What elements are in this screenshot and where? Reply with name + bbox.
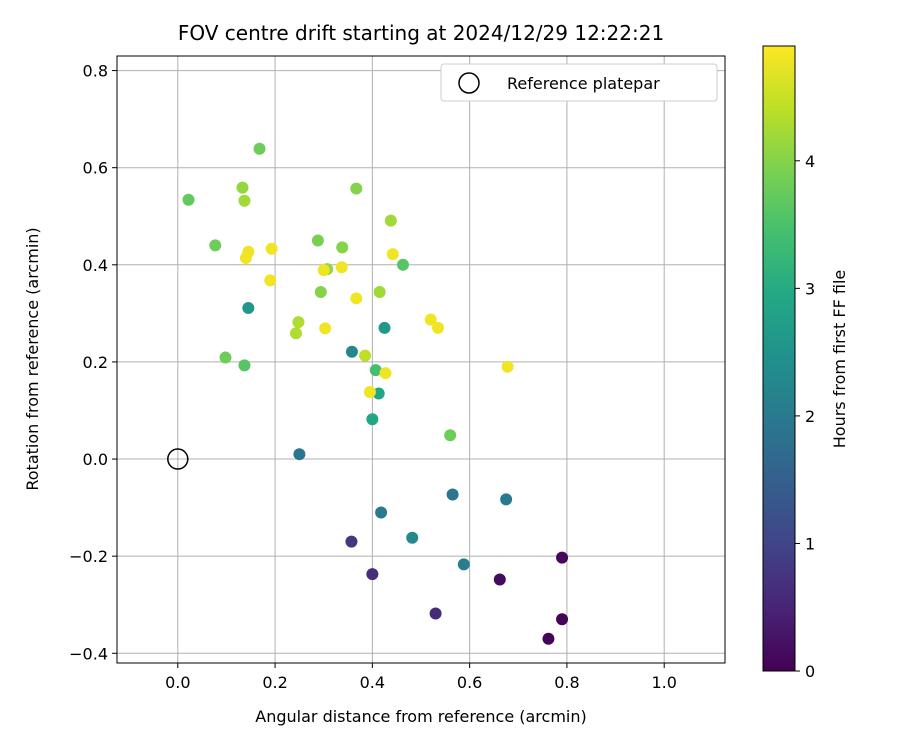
colorbar-tick-label: 2 <box>805 407 815 426</box>
data-point <box>314 286 327 299</box>
legend-marker <box>458 72 480 94</box>
data-point <box>209 239 222 252</box>
x-tick-label: 0.8 <box>554 673 579 692</box>
x-tick-label: 0.4 <box>360 673 385 692</box>
data-point <box>369 364 382 377</box>
colorbar-label: Hours from first FF file <box>830 270 849 449</box>
data-point <box>311 234 324 247</box>
data-point <box>345 345 358 358</box>
y-tick-label: 0.2 <box>83 353 108 372</box>
data-point <box>446 488 459 501</box>
data-point <box>264 274 277 287</box>
x-axis-ticks: 0.0 0.2 0.4 0.6 0.8 1.0 <box>165 663 677 692</box>
data-point <box>293 448 306 461</box>
colorbar-tick-label: 0 <box>805 662 815 681</box>
data-point <box>239 252 252 265</box>
colorbar: 0 1 2 3 4 Hours from first FF file <box>762 45 849 681</box>
data-point <box>319 322 332 335</box>
data-point <box>366 413 379 426</box>
y-tick-label: 0.6 <box>83 159 108 178</box>
data-point <box>238 194 251 207</box>
data-point <box>424 313 437 326</box>
data-point <box>501 360 514 373</box>
y-tick-label: −0.4 <box>69 644 108 663</box>
data-point <box>242 302 255 315</box>
legend-box <box>440 63 718 102</box>
data-point <box>556 613 569 626</box>
data-point <box>378 321 391 334</box>
y-tick-label: 0.0 <box>83 450 108 469</box>
legend-label: Reference platepar <box>507 74 660 93</box>
data-point <box>359 349 372 362</box>
data-point <box>336 241 349 254</box>
colorbar-tick-label: 1 <box>805 534 815 553</box>
data-point <box>292 316 305 329</box>
data-point <box>265 242 278 255</box>
data-point <box>182 193 195 206</box>
data-point <box>219 351 232 364</box>
y-tick-label: −0.2 <box>69 547 108 566</box>
colorbar-tick-label: 4 <box>805 152 815 171</box>
data-points <box>167 142 569 645</box>
y-tick-label: 0.8 <box>83 62 108 81</box>
x-tick-label: 0.2 <box>262 673 287 692</box>
y-axis-ticks: −0.4 −0.2 0.0 0.2 0.4 0.6 0.8 <box>69 62 117 663</box>
data-point <box>366 568 379 581</box>
y-tick-label: 0.4 <box>83 256 108 275</box>
data-point <box>317 264 330 277</box>
data-point <box>386 248 399 261</box>
reference-point <box>167 448 189 470</box>
data-point <box>406 531 419 544</box>
x-tick-label: 0.6 <box>457 673 482 692</box>
data-point <box>397 258 410 271</box>
colorbar-tick-label: 3 <box>805 279 815 298</box>
data-point <box>350 292 363 305</box>
data-point <box>500 493 513 506</box>
colorbar-gradient <box>762 45 796 672</box>
data-point <box>238 359 251 372</box>
data-point <box>542 632 555 645</box>
data-point <box>379 367 392 380</box>
data-point <box>335 261 348 274</box>
data-point <box>345 535 358 548</box>
data-point <box>493 573 506 586</box>
x-tick-label: 1.0 <box>651 673 676 692</box>
data-point <box>373 286 386 299</box>
data-point <box>363 386 376 399</box>
data-point <box>429 607 442 620</box>
plot-frame <box>116 55 726 664</box>
colorbar-ticks: 0 1 2 3 4 <box>795 152 815 681</box>
y-axis-label: Rotation from reference (arcmin) <box>23 227 42 490</box>
data-point <box>236 181 249 194</box>
data-point <box>432 321 445 334</box>
data-point <box>444 429 457 442</box>
data-point <box>253 142 266 155</box>
data-point <box>289 327 302 340</box>
data-point <box>457 558 470 571</box>
data-point <box>375 506 388 519</box>
data-point <box>556 551 569 564</box>
legend: Reference platepar <box>440 63 718 102</box>
data-point <box>384 214 397 227</box>
x-tick-label: 0.0 <box>165 673 190 692</box>
data-point <box>350 182 363 195</box>
x-axis-label: Angular distance from reference (arcmin) <box>255 707 586 726</box>
chart-title: FOV centre drift starting at 2024/12/29 … <box>178 21 664 45</box>
grid-lines <box>117 56 725 663</box>
